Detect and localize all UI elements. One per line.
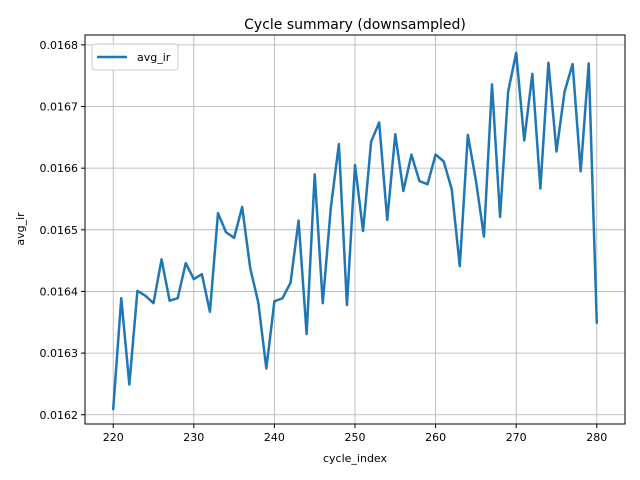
x-ticks: 220 230 240 250 260 270 280 <box>103 424 607 444</box>
gridlines <box>85 35 625 424</box>
x-tick-label: 270 <box>506 431 527 444</box>
y-axis-label: avg_ir <box>14 212 27 246</box>
y-tick-label: 0.0165 <box>40 224 79 237</box>
y-tick-label: 0.0164 <box>40 285 79 298</box>
series-group <box>111 51 599 411</box>
x-tick-label: 230 <box>183 431 204 444</box>
x-tick-label: 280 <box>586 431 607 444</box>
y-tick-label: 0.0168 <box>40 39 79 52</box>
x-tick-label: 250 <box>345 431 366 444</box>
y-tick-label: 0.0167 <box>40 101 79 114</box>
y-ticks: 0.0162 0.0163 0.0164 0.0165 0.0166 0.0167 0.01… <box>40 39 85 422</box>
legend-label-avg-ir: avg_ir <box>137 51 171 64</box>
y-tick-label: 0.0163 <box>40 347 79 360</box>
chart-title: Cycle summary (downsampled) <box>244 17 466 33</box>
x-axis-label: cycle_index <box>323 452 388 465</box>
y-tick-label: 0.0162 <box>40 409 79 422</box>
x-tick-label: 240 <box>264 431 285 444</box>
legend: avg_ir <box>91 43 179 71</box>
legend-box <box>91 43 179 71</box>
x-tick-label: 260 <box>425 431 446 444</box>
y-tick-label: 0.0166 <box>40 162 79 175</box>
x-tick-label: 220 <box>103 431 124 444</box>
